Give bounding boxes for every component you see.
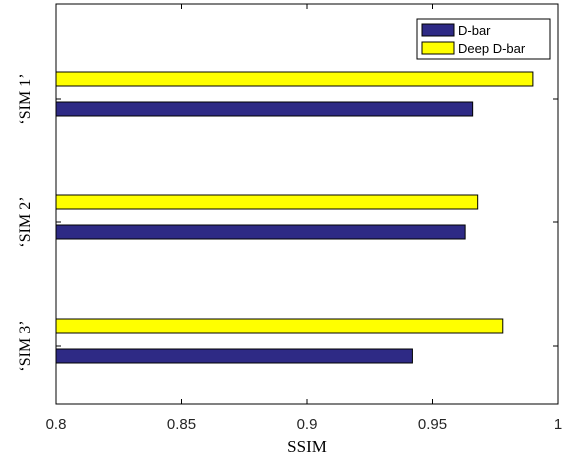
category-label: ‘SIM 3’ (17, 320, 34, 371)
category-label: ‘SIM 1’ (17, 73, 34, 124)
x-tick-label: 0.8 (46, 416, 67, 433)
bar-d-bar (55, 224, 466, 240)
x-axis-title: SSIM (287, 437, 327, 456)
category-label: ‘SIM 2’ (17, 196, 34, 247)
bar-deep-d-bar (55, 71, 534, 87)
legend-label: Deep D-bar (458, 41, 526, 56)
bar-d-bar (55, 101, 474, 117)
x-tick-label: 0.95 (418, 416, 447, 433)
x-tick-label: 0.9 (297, 416, 318, 433)
bar-d-bar (55, 348, 413, 364)
bars-layer (55, 71, 534, 364)
ticks-layer (55, 4, 559, 404)
legend-swatch (421, 41, 455, 55)
legend-swatch (421, 23, 455, 37)
x-tick-label: 1 (554, 416, 562, 433)
labels-layer: 0.8 0.85 0.9 0.95 1 ‘SIM 1’ ‘SIM 2’ ‘SIM 3’ (17, 73, 562, 433)
bar-deep-d-bar (55, 194, 479, 210)
x-tick-label: 0.85 (167, 416, 196, 433)
legend-label: D-bar (458, 23, 491, 38)
bar-deep-d-bar (55, 318, 504, 334)
legend: D-bar Deep D-bar (416, 18, 551, 60)
